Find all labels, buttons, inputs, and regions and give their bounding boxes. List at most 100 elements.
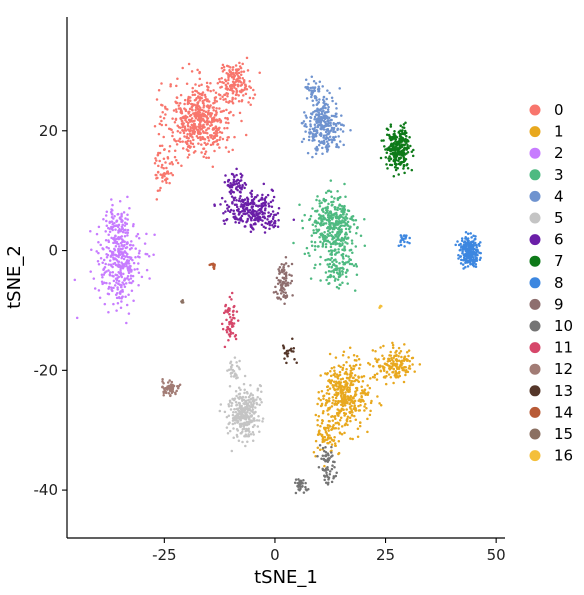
data-point (388, 367, 391, 370)
data-point (313, 266, 316, 270)
data-point (341, 130, 345, 133)
data-point (235, 70, 238, 73)
data-point (342, 206, 346, 210)
data-point (336, 190, 339, 193)
data-point (276, 297, 280, 300)
data-point (324, 450, 328, 454)
data-point (389, 123, 393, 126)
data-point (324, 106, 327, 110)
data-point (460, 258, 463, 262)
data-point (209, 112, 212, 115)
data-point (245, 212, 249, 215)
data-point (117, 255, 120, 259)
data-point (214, 109, 218, 113)
data-point (123, 221, 127, 225)
data-point (120, 261, 123, 264)
data-point (239, 412, 242, 416)
data-point (186, 121, 190, 125)
data-point (325, 471, 328, 474)
data-point (333, 442, 337, 445)
data-point (252, 197, 256, 201)
data-point (261, 219, 264, 222)
data-point (214, 125, 218, 128)
data-point (466, 232, 470, 235)
data-point (330, 480, 334, 484)
data-point (395, 363, 399, 366)
data-point (457, 257, 460, 260)
data-point (160, 82, 163, 85)
data-point (330, 266, 333, 269)
data-point (345, 381, 348, 384)
data-point (245, 88, 249, 91)
data-point (303, 213, 306, 217)
data-point (327, 257, 330, 261)
data-point (357, 357, 361, 361)
data-point (107, 292, 111, 296)
data-point (342, 124, 345, 127)
data-point (241, 200, 245, 204)
data-point (357, 404, 360, 408)
data-point (334, 380, 338, 383)
data-point (225, 426, 229, 429)
data-point (362, 374, 366, 378)
data-point (336, 413, 339, 416)
data-point (310, 240, 313, 243)
data-point (125, 246, 129, 249)
data-point (239, 172, 242, 176)
data-point (185, 148, 189, 151)
data-point (280, 268, 284, 272)
data-point (320, 107, 323, 111)
data-point (278, 281, 282, 284)
data-point (375, 378, 379, 381)
data-point (244, 444, 247, 448)
data-point (198, 123, 201, 126)
data-point (189, 126, 192, 129)
data-point (322, 214, 325, 217)
data-point (101, 275, 104, 279)
data-point (226, 327, 229, 331)
data-point (125, 222, 129, 226)
data-point (243, 435, 246, 438)
data-point (276, 212, 280, 215)
data-point (238, 186, 242, 190)
data-point (232, 215, 235, 219)
data-point (397, 162, 400, 166)
data-point (240, 423, 243, 426)
data-point (363, 388, 367, 391)
data-point (459, 242, 462, 246)
data-point (95, 250, 98, 253)
data-point (343, 204, 346, 208)
legend-swatch (529, 277, 541, 289)
data-point (403, 129, 407, 133)
data-point (469, 242, 472, 246)
data-point (108, 249, 112, 253)
data-point (206, 113, 210, 116)
data-point (344, 399, 348, 402)
data-point (335, 471, 338, 475)
data-point (315, 228, 318, 231)
data-point (334, 427, 338, 430)
data-point (392, 356, 395, 359)
data-point (229, 368, 233, 371)
data-point (198, 135, 202, 139)
series-13-points (281, 337, 298, 365)
data-point (187, 153, 191, 156)
data-point (349, 398, 353, 401)
data-point (326, 108, 330, 111)
data-point (238, 61, 241, 65)
data-point (154, 173, 157, 177)
data-point (211, 141, 215, 144)
data-point (272, 195, 276, 199)
data-point (348, 402, 351, 406)
data-point (344, 391, 347, 394)
data-point (317, 111, 320, 114)
data-point (279, 289, 282, 292)
data-point (248, 96, 252, 100)
data-point (392, 360, 395, 363)
data-point (282, 291, 285, 294)
data-point (352, 354, 356, 357)
data-point (320, 457, 323, 461)
data-point (396, 146, 399, 150)
data-point (332, 380, 336, 384)
data-point (378, 402, 381, 405)
